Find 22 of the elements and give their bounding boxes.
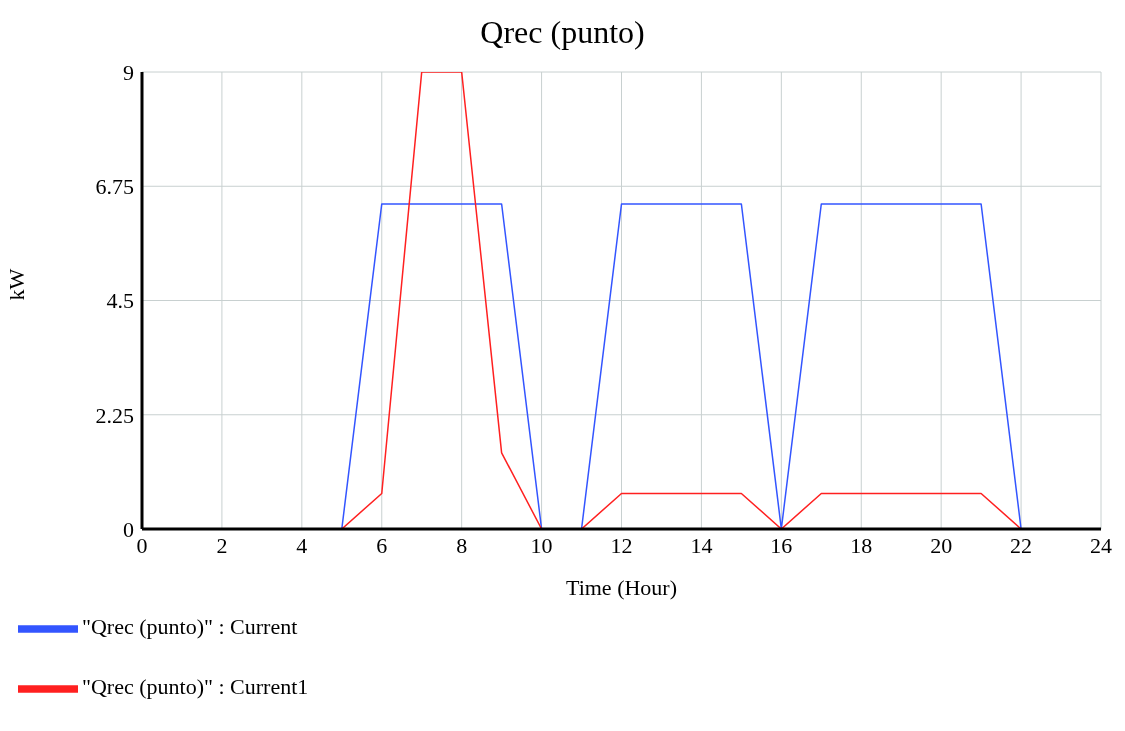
x-tick-label: 12: [610, 532, 633, 558]
y-axis-title: kW: [3, 268, 29, 301]
x-tick-label: 22: [1010, 532, 1033, 558]
x-tick-label: 24: [1090, 532, 1112, 558]
chart-title: Qrec (punto): [480, 14, 645, 50]
x-tick-label: 10: [530, 532, 553, 558]
x-tick-label: 18: [850, 532, 873, 558]
legend-label: "Qrec (punto)" : Current1: [82, 674, 309, 700]
x-tick-label: 20: [930, 532, 953, 558]
y-tick-label: 2.25: [95, 402, 134, 428]
y-tick-label: 9: [123, 59, 134, 85]
x-tick-label: 16: [770, 532, 793, 558]
x-tick-label: 14: [690, 532, 713, 558]
x-tick-label: 2: [216, 532, 228, 558]
y-tick-label: 4.5: [106, 288, 134, 314]
x-axis-title: Time (Hour): [565, 575, 678, 600]
legend-label: "Qrec (punto)" : Current: [82, 614, 298, 640]
y-tick-label: 6.75: [95, 174, 134, 200]
x-tick-label: 4: [296, 532, 308, 558]
y-tick-label: 0: [123, 516, 134, 542]
x-tick-label: 6: [376, 532, 388, 558]
x-tick-label: 8: [456, 532, 468, 558]
